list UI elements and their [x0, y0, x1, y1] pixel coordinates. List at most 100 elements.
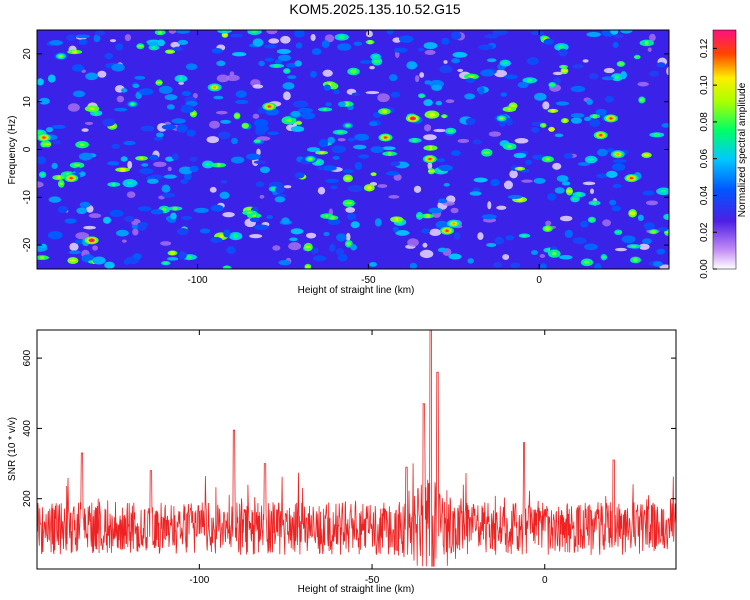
heatmap-low-cell	[170, 41, 180, 48]
heatmap-low-cell	[365, 91, 380, 95]
heatmap-cell-core	[666, 215, 669, 219]
heatmap-cell	[235, 90, 247, 98]
heatmap-low-cell	[647, 47, 652, 52]
heatmap-cell	[293, 100, 309, 108]
heatmap-cell	[93, 34, 101, 43]
heatmap-cell	[180, 179, 189, 185]
heatmap-cell	[555, 101, 570, 106]
heatmap-cell	[226, 246, 236, 254]
heatmap-cell	[604, 95, 614, 103]
heatmap-cell	[325, 102, 332, 107]
heatmap-cell	[547, 193, 557, 201]
heatmap-cell-core	[166, 50, 174, 53]
heatmap-low-cell	[126, 191, 136, 199]
heatmap-low-cell	[514, 138, 529, 144]
heatmap-cell	[531, 127, 540, 133]
heatmap-cell	[570, 85, 586, 93]
heatmap-cell	[137, 206, 152, 212]
heatmap-cell	[37, 156, 47, 165]
heatmap-cell	[327, 136, 336, 144]
heatmap-cell	[147, 178, 159, 184]
heatmap-cell	[464, 93, 476, 100]
heatmap-cell	[289, 237, 298, 242]
heatmap-cell	[452, 51, 468, 58]
heatmap-cell	[359, 60, 375, 64]
heatmap-cell	[663, 213, 669, 220]
heatmap-cell	[138, 88, 154, 96]
heatmap-low-cell	[424, 124, 432, 132]
heatmap-cell-core	[571, 197, 579, 200]
heatmap-low-cell	[509, 170, 518, 179]
heatmap-cell-core	[550, 108, 556, 113]
heatmap-cell	[354, 161, 363, 170]
heatmap-cell-core	[234, 113, 240, 119]
heatmap-cell	[139, 168, 154, 175]
heatmap-y-label: Frequency (Hz)	[7, 116, 18, 185]
heatmap-cell	[150, 209, 164, 215]
heatmap-cell	[149, 174, 164, 180]
heatmap-cell	[332, 155, 340, 160]
heatmap-cell	[561, 181, 571, 186]
heatmap-cell-core	[161, 207, 167, 212]
heatmap-cell	[223, 229, 231, 238]
heatmap-cell	[321, 40, 330, 48]
heatmap-low-cell	[280, 35, 291, 44]
heatmap-cell-core	[551, 251, 557, 256]
heatmap-cell	[147, 41, 159, 47]
heatmap-cell	[282, 82, 295, 90]
heatmap-cell-core	[254, 139, 261, 143]
heatmap-cell-core	[592, 114, 598, 119]
heatmap-cell-core	[427, 170, 435, 173]
heatmap-cell-core	[286, 118, 292, 122]
heatmap-cell-core	[428, 145, 433, 151]
snr-x-tick-label: -50	[365, 575, 380, 586]
heatmap-cell	[435, 220, 449, 229]
heatmap-cell	[294, 30, 305, 38]
heatmap-cell	[493, 262, 503, 268]
heatmap-cell	[114, 107, 128, 112]
heatmap-low-cell	[559, 215, 573, 222]
heatmap-low-cell	[266, 30, 278, 35]
heatmap-cell	[103, 216, 112, 224]
heatmap-cell-core	[137, 45, 144, 48]
heatmap-cell	[643, 222, 655, 231]
heatmap-cell	[66, 34, 77, 41]
heatmap-cell	[386, 171, 400, 176]
heatmap-cell-core	[223, 265, 230, 269]
heatmap-cell-core	[566, 189, 573, 194]
heatmap-cell-core	[373, 59, 381, 64]
heatmap-low-cell	[659, 264, 669, 269]
heatmap-low-cell	[450, 207, 459, 214]
heatmap-low-cell	[545, 220, 552, 226]
heatmap-cell	[104, 261, 115, 269]
heatmap-low-cell	[369, 65, 375, 70]
heatmap-low-cell	[542, 101, 550, 110]
heatmap-low-cell	[645, 200, 658, 206]
heatmap-cell-core	[112, 182, 116, 187]
heatmap-cell	[611, 205, 622, 212]
heatmap-low-cell	[216, 74, 230, 83]
heatmap-cell	[333, 89, 340, 95]
heatmap-y-tick-label: -10	[22, 190, 33, 205]
heatmap-cell	[517, 81, 529, 89]
heatmap-cell	[74, 167, 83, 174]
heatmap-cell-core	[428, 112, 436, 117]
heatmap-cell	[472, 139, 482, 145]
heatmap-low-cell	[256, 148, 261, 156]
heatmap-cell	[166, 256, 179, 261]
heatmap-cell	[649, 70, 660, 77]
heatmap-cell	[338, 101, 346, 107]
heatmap-cell	[601, 76, 614, 81]
heatmap-cell	[186, 129, 196, 137]
heatmap-cell	[210, 237, 223, 244]
heatmap-low-cell	[494, 69, 507, 78]
heatmap-low-cell	[37, 181, 44, 188]
heatmap-cell-core	[633, 55, 641, 59]
heatmap-cell-core	[545, 157, 551, 161]
heatmap-cell	[393, 47, 408, 53]
heatmap-cell-core	[89, 107, 95, 111]
heatmap-cell	[245, 153, 261, 160]
heatmap-cell	[610, 30, 619, 35]
heatmap-cell	[451, 31, 462, 40]
heatmap-low-cell	[393, 173, 402, 181]
